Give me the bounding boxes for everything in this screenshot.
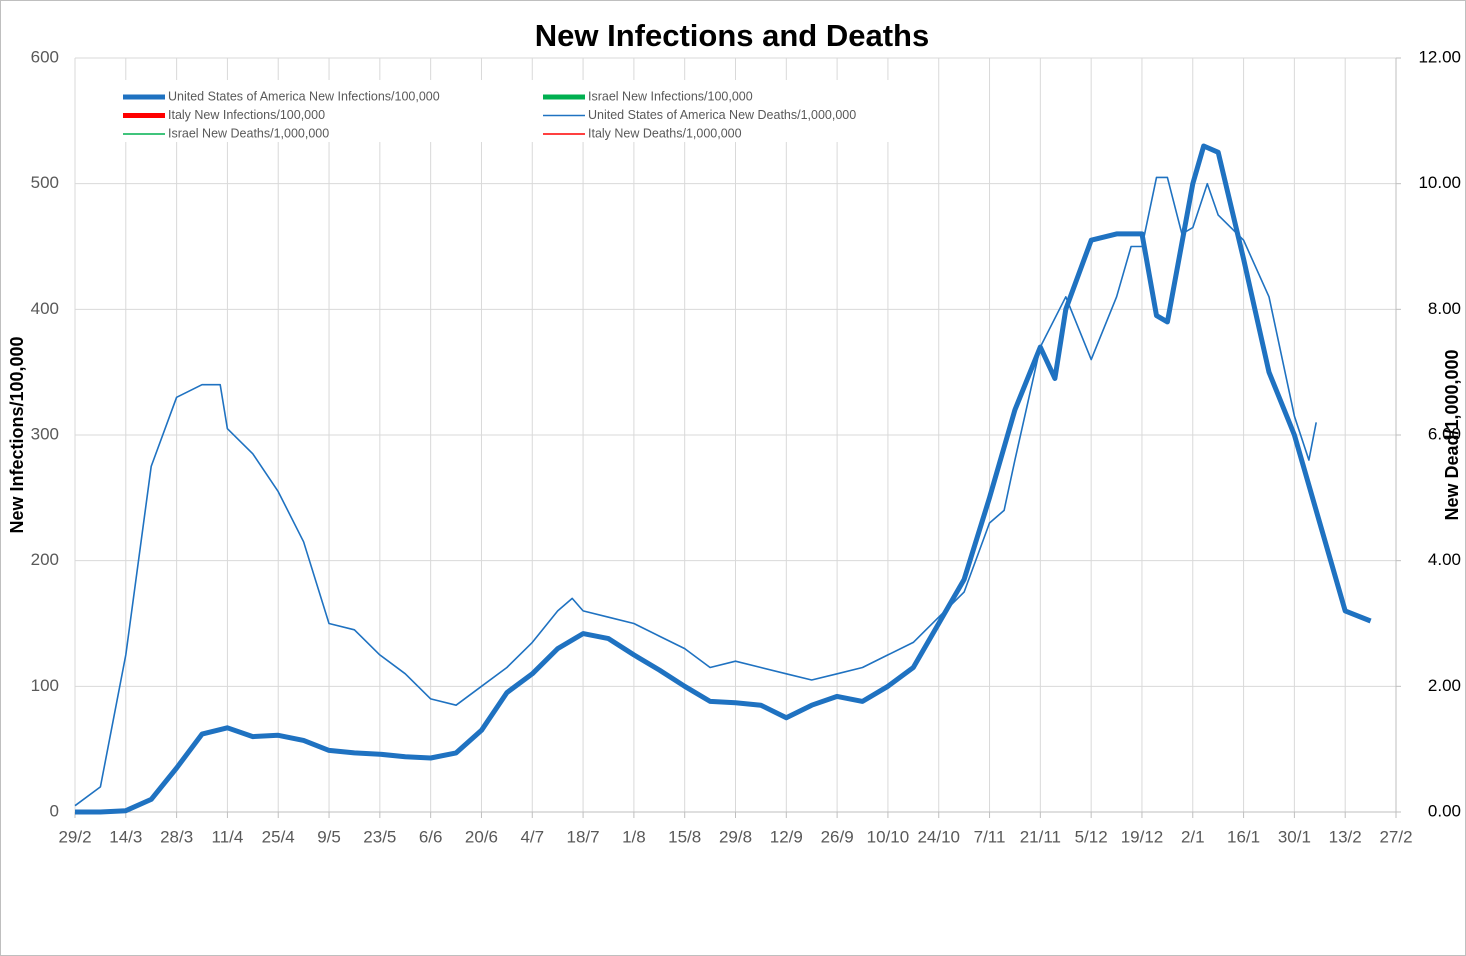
legend-box xyxy=(82,80,912,142)
x-tick-label: 26/9 xyxy=(821,827,854,846)
y-tick-label: 500 xyxy=(31,173,59,192)
y2-tick-label: 8.00 xyxy=(1428,299,1461,318)
x-tick-label: 29/2 xyxy=(58,827,91,846)
y-tick-label: 400 xyxy=(31,299,59,318)
x-tick-label: 29/8 xyxy=(719,827,752,846)
x-tick-label: 15/8 xyxy=(668,827,701,846)
x-tick-label: 5/12 xyxy=(1075,827,1108,846)
x-tick-label: 25/4 xyxy=(262,827,295,846)
grid xyxy=(74,57,1397,813)
y-axis-label: New Infections/100,000 xyxy=(7,336,27,533)
y2-tick-label: 0.00 xyxy=(1428,801,1461,820)
y2-tick-label: 6.00 xyxy=(1428,424,1461,443)
x-tick-label: 28/3 xyxy=(160,827,193,846)
x-tick-label: 4/7 xyxy=(520,827,544,846)
x-tick-label: 21/11 xyxy=(1020,827,1061,846)
y-tick-label: 200 xyxy=(31,550,59,569)
x-tick-label: 14/3 xyxy=(109,827,142,846)
x-tick-label: 12/9 xyxy=(770,827,803,846)
legend-label: Israel New Deaths/1,000,000 xyxy=(168,126,329,140)
x-tick-label: 6/6 xyxy=(419,827,443,846)
y2-tick-label: 12.00 xyxy=(1418,47,1461,66)
x-tick-label: 9/5 xyxy=(317,827,341,846)
x-tick-label: 13/2 xyxy=(1329,827,1362,846)
legend-label: United States of America New Deaths/1,00… xyxy=(588,108,856,122)
x-tick-label: 1/8 xyxy=(622,827,646,846)
x-tick-label: 18/7 xyxy=(567,827,600,846)
series-line xyxy=(75,143,1372,815)
y2-tick-label: 4.00 xyxy=(1428,550,1461,569)
y2-tick-label: 10.00 xyxy=(1418,173,1461,192)
legend-label: Italy New Infections/100,000 xyxy=(168,108,325,122)
x-tick-label: 27/2 xyxy=(1379,827,1412,846)
y-tick-label: 0 xyxy=(50,801,59,820)
y-tick-label: 100 xyxy=(31,676,59,695)
series-line xyxy=(74,176,1317,807)
x-tick-label: 7/11 xyxy=(974,827,1006,846)
x-tick-label: 11/4 xyxy=(212,827,244,846)
legend-label: Israel New Infections/100,000 xyxy=(588,89,753,103)
x-tick-label: 30/1 xyxy=(1278,827,1311,846)
y-tick-label: 600 xyxy=(31,47,59,66)
x-tick-label: 24/10 xyxy=(917,827,960,846)
y2-axis-label: New Dead/1,000,000 xyxy=(1442,349,1462,520)
chart-title: New Infections and Deaths xyxy=(535,18,929,53)
legend-label: Italy New Deaths/1,000,000 xyxy=(588,126,742,140)
y-tick-label: 300 xyxy=(31,424,59,443)
x-tick-label: 2/1 xyxy=(1181,827,1205,846)
legend-label: United States of America New Infections/… xyxy=(168,89,440,103)
x-tick-label: 23/5 xyxy=(363,827,396,846)
x-tick-label: 19/12 xyxy=(1121,827,1164,846)
x-tick-label: 20/6 xyxy=(465,827,498,846)
x-tick-label: 10/10 xyxy=(867,827,910,846)
x-tick-label: 16/1 xyxy=(1227,827,1260,846)
y2-tick-label: 2.00 xyxy=(1428,676,1461,695)
